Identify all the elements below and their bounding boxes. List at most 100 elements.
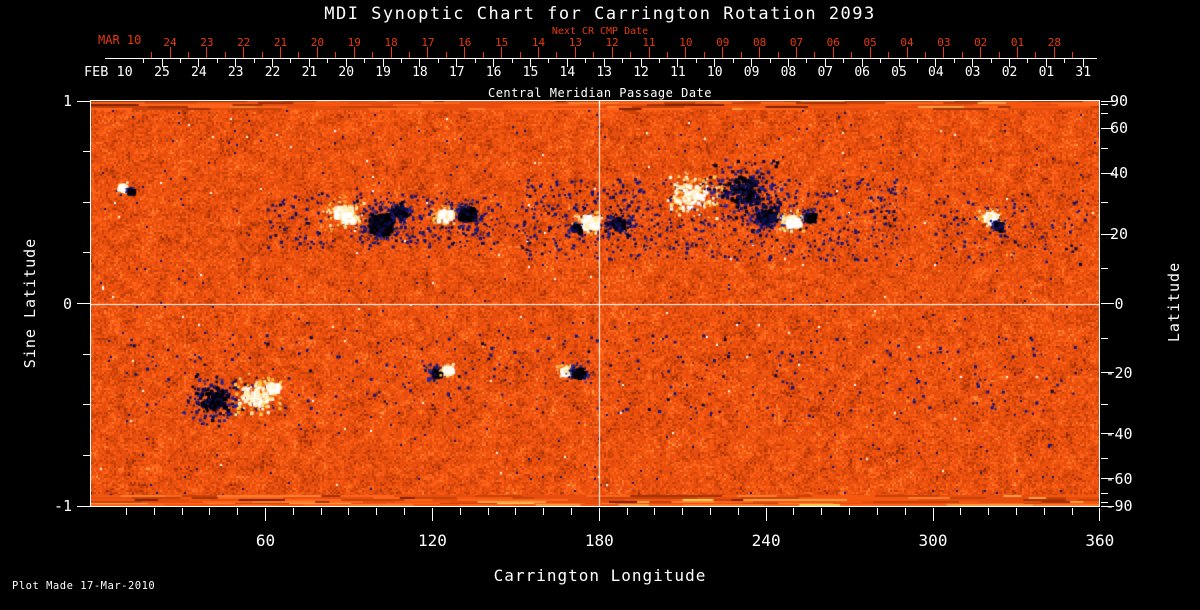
latitude-tick-label: 90 xyxy=(1109,92,1129,110)
sine-lat-minor-tick xyxy=(83,252,90,254)
next-cr-minor-tick xyxy=(409,52,411,58)
next-cr-tick xyxy=(316,47,318,58)
longitude-minor-tick xyxy=(654,508,656,515)
longitude-minor-tick xyxy=(181,508,183,515)
longitude-tick-label: 120 xyxy=(417,531,447,550)
magnetogram-image xyxy=(90,100,1100,507)
cmp-tick xyxy=(456,58,458,67)
next-cr-minor-tick xyxy=(224,52,226,58)
cmp-minor-tick xyxy=(253,58,255,63)
cmp-tick xyxy=(345,58,347,67)
cmp-tick xyxy=(677,58,679,67)
next-cr-tick xyxy=(206,47,208,58)
cmp-minor-tick xyxy=(437,58,439,63)
next-cr-minor-tick xyxy=(961,52,963,58)
latitude-major-tick xyxy=(1101,433,1114,435)
cmp-tick xyxy=(308,58,310,67)
next-cr-day-label: 17 xyxy=(421,36,435,49)
longitude-minor-tick xyxy=(988,508,990,515)
cmp-tick xyxy=(861,58,863,67)
next-cr-tick xyxy=(243,47,245,58)
latitude-major-tick xyxy=(1101,303,1114,304)
top-axis-title: Central Meridian Passage Date xyxy=(487,86,712,100)
cmp-minor-tick xyxy=(658,58,660,63)
next-cr-day-label: 02 xyxy=(974,36,988,49)
next-cr-tick xyxy=(574,47,576,58)
sine-lat-minor-tick xyxy=(83,404,90,406)
cmp-day-label: 31 xyxy=(1075,65,1092,80)
longitude-major-tick xyxy=(932,508,934,521)
cmp-tick xyxy=(640,58,642,67)
next-cr-minor-tick xyxy=(445,52,447,58)
cmp-minor-tick xyxy=(548,58,550,63)
next-cr-day-label: 23 xyxy=(200,36,214,49)
latitude-tick-label: 40 xyxy=(1109,164,1129,183)
latitude-minor-tick xyxy=(1101,338,1108,340)
next-cr-minor-tick xyxy=(482,52,484,58)
sine-lat-major-tick xyxy=(77,100,90,102)
cmp-day-label: 24 xyxy=(191,65,207,80)
cmp-minor-tick xyxy=(143,58,145,63)
next-cr-month-label: MAR 10 xyxy=(98,33,142,47)
next-cr-minor-tick xyxy=(998,52,1000,58)
next-cr-tick xyxy=(464,47,466,58)
next-cr-minor-tick xyxy=(851,52,853,58)
latitude-major-tick xyxy=(1101,127,1114,129)
latitude-minor-tick xyxy=(1101,103,1108,105)
longitude-minor-tick xyxy=(626,508,628,515)
sine-lat-tick-label: 0 xyxy=(62,294,72,313)
y-axis-label-left: Sine Latitude xyxy=(21,237,39,369)
cmp-day-label: 14 xyxy=(559,65,576,80)
latitude-tick-label: -40 xyxy=(1105,424,1133,443)
cmp-day-label: 12 xyxy=(633,65,649,80)
longitude-tick-label: 360 xyxy=(1085,531,1115,550)
cmp-day-label: 22 xyxy=(264,65,281,80)
cmp-tick xyxy=(787,58,789,67)
next-cr-day-label: 14 xyxy=(531,36,546,49)
next-cr-tick xyxy=(390,47,392,58)
next-cr-minor-tick xyxy=(740,52,742,58)
latitude-minor-tick xyxy=(1101,147,1108,149)
next-cr-tick xyxy=(169,47,171,58)
date-axis-line xyxy=(105,58,1097,59)
next-cr-minor-tick xyxy=(372,52,374,58)
next-cr-tick xyxy=(648,47,650,58)
latitude-minor-tick xyxy=(1101,458,1108,460)
next-cr-day-label: 15 xyxy=(495,36,509,49)
longitude-minor-tick xyxy=(849,508,851,515)
next-cr-day-label: 05 xyxy=(863,36,877,49)
next-cr-tick xyxy=(943,47,945,58)
next-cr-tick xyxy=(795,47,797,58)
longitude-minor-tick xyxy=(1015,508,1017,515)
cmp-day-label: 05 xyxy=(891,65,907,80)
cmp-day-label: 23 xyxy=(227,65,244,80)
longitude-major-tick xyxy=(431,508,433,521)
latitude-minor-tick xyxy=(1101,404,1108,406)
sine-lat-minor-tick xyxy=(83,454,90,456)
cmp-tick xyxy=(824,58,826,67)
longitude-minor-tick xyxy=(1043,508,1045,515)
next-cr-minor-tick xyxy=(703,52,705,58)
top-border-center-tick xyxy=(598,101,600,107)
next-cr-day-label: 24 xyxy=(163,36,177,49)
cmp-minor-tick xyxy=(327,58,329,63)
cmp-day-label: 25 xyxy=(154,65,170,80)
latitude-tick-label: 0 xyxy=(1114,294,1124,313)
latitude-tick-label: -20 xyxy=(1105,363,1133,382)
cmp-minor-tick xyxy=(843,58,845,63)
longitude-minor-tick xyxy=(126,508,127,515)
cmp-tick xyxy=(1009,58,1011,67)
next-cr-minor-tick xyxy=(151,52,153,58)
cmp-day-label: 02 xyxy=(1001,65,1018,80)
next-cr-day-label: 04 xyxy=(900,36,914,49)
cmp-minor-tick xyxy=(511,58,513,63)
latitude-major-tick xyxy=(1101,233,1114,235)
longitude-minor-tick xyxy=(570,508,572,515)
latitude-major-tick xyxy=(1101,478,1114,480)
cmp-tick xyxy=(898,58,900,67)
next-cr-tick xyxy=(611,47,613,58)
cmp-day-label: 09 xyxy=(743,65,760,80)
latitude-minor-tick xyxy=(1101,267,1108,269)
cmp-day-label: 04 xyxy=(928,65,944,80)
cmp-tick xyxy=(493,58,495,67)
